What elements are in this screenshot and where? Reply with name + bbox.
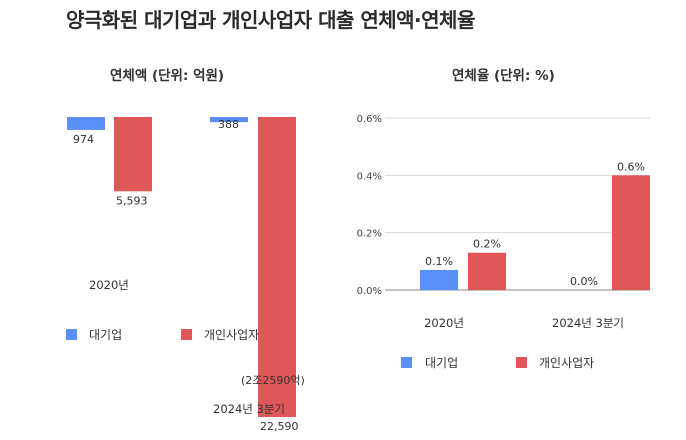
legend-swatch-large-corp [66,329,77,340]
data-label: 0.6% [617,160,645,173]
page-title: 양극화된 대기업과 개인사업자 대출 연체액·연체율 [66,8,475,32]
legend-label: 대기업 [425,356,458,370]
left-chart-title: 연체액 (단위: 억원) [110,68,225,84]
y-tick-label: 0.0% [357,286,382,297]
data-label: 0.1% [425,255,453,268]
category-label: 2024년 3분기 [213,402,285,416]
category-label: 2020년 [424,316,464,330]
category-label: 2024년 3분기 [552,316,624,330]
y-tick-label: 0.4% [357,171,382,182]
legend-swatch-large-corp [401,357,412,368]
legend-label: 대기업 [89,328,122,342]
y-tick-label: 0.6% [357,114,382,125]
bar-sole-proprietor-0 [114,117,152,192]
annotation-label: (2조2590억) [241,374,305,387]
data-label: 22,590 [260,420,299,433]
legend-swatch-sole-proprietor [516,357,527,368]
category-label: 2020년 [89,278,129,292]
bar-sole-proprietor-1 [258,117,296,417]
legend-label: 개인사업자 [204,328,259,342]
bar-large-corp-0 [67,117,105,130]
right-chart-title: 연체율 (단위: %) [452,68,555,84]
data-label: 0.0% [570,275,598,288]
data-label: 5,593 [116,194,148,207]
bar-large-corp-0 [420,269,458,290]
legend-swatch-sole-proprietor [181,329,192,340]
bar-large-corp-1 [210,117,248,123]
left-chart: 974 388 5,593 22,590 (2조2590억) 2020년 2024년 3분기… [66,117,305,433]
data-label: 974 [73,133,94,146]
y-tick-label: 0.2% [357,229,382,240]
data-label: 0.2% [473,238,501,251]
bar-sole-proprietor-0 [468,252,506,290]
bar-sole-proprietor-1 [612,175,650,290]
data-label: 388 [218,118,239,131]
legend-label: 개인사업자 [539,356,594,370]
